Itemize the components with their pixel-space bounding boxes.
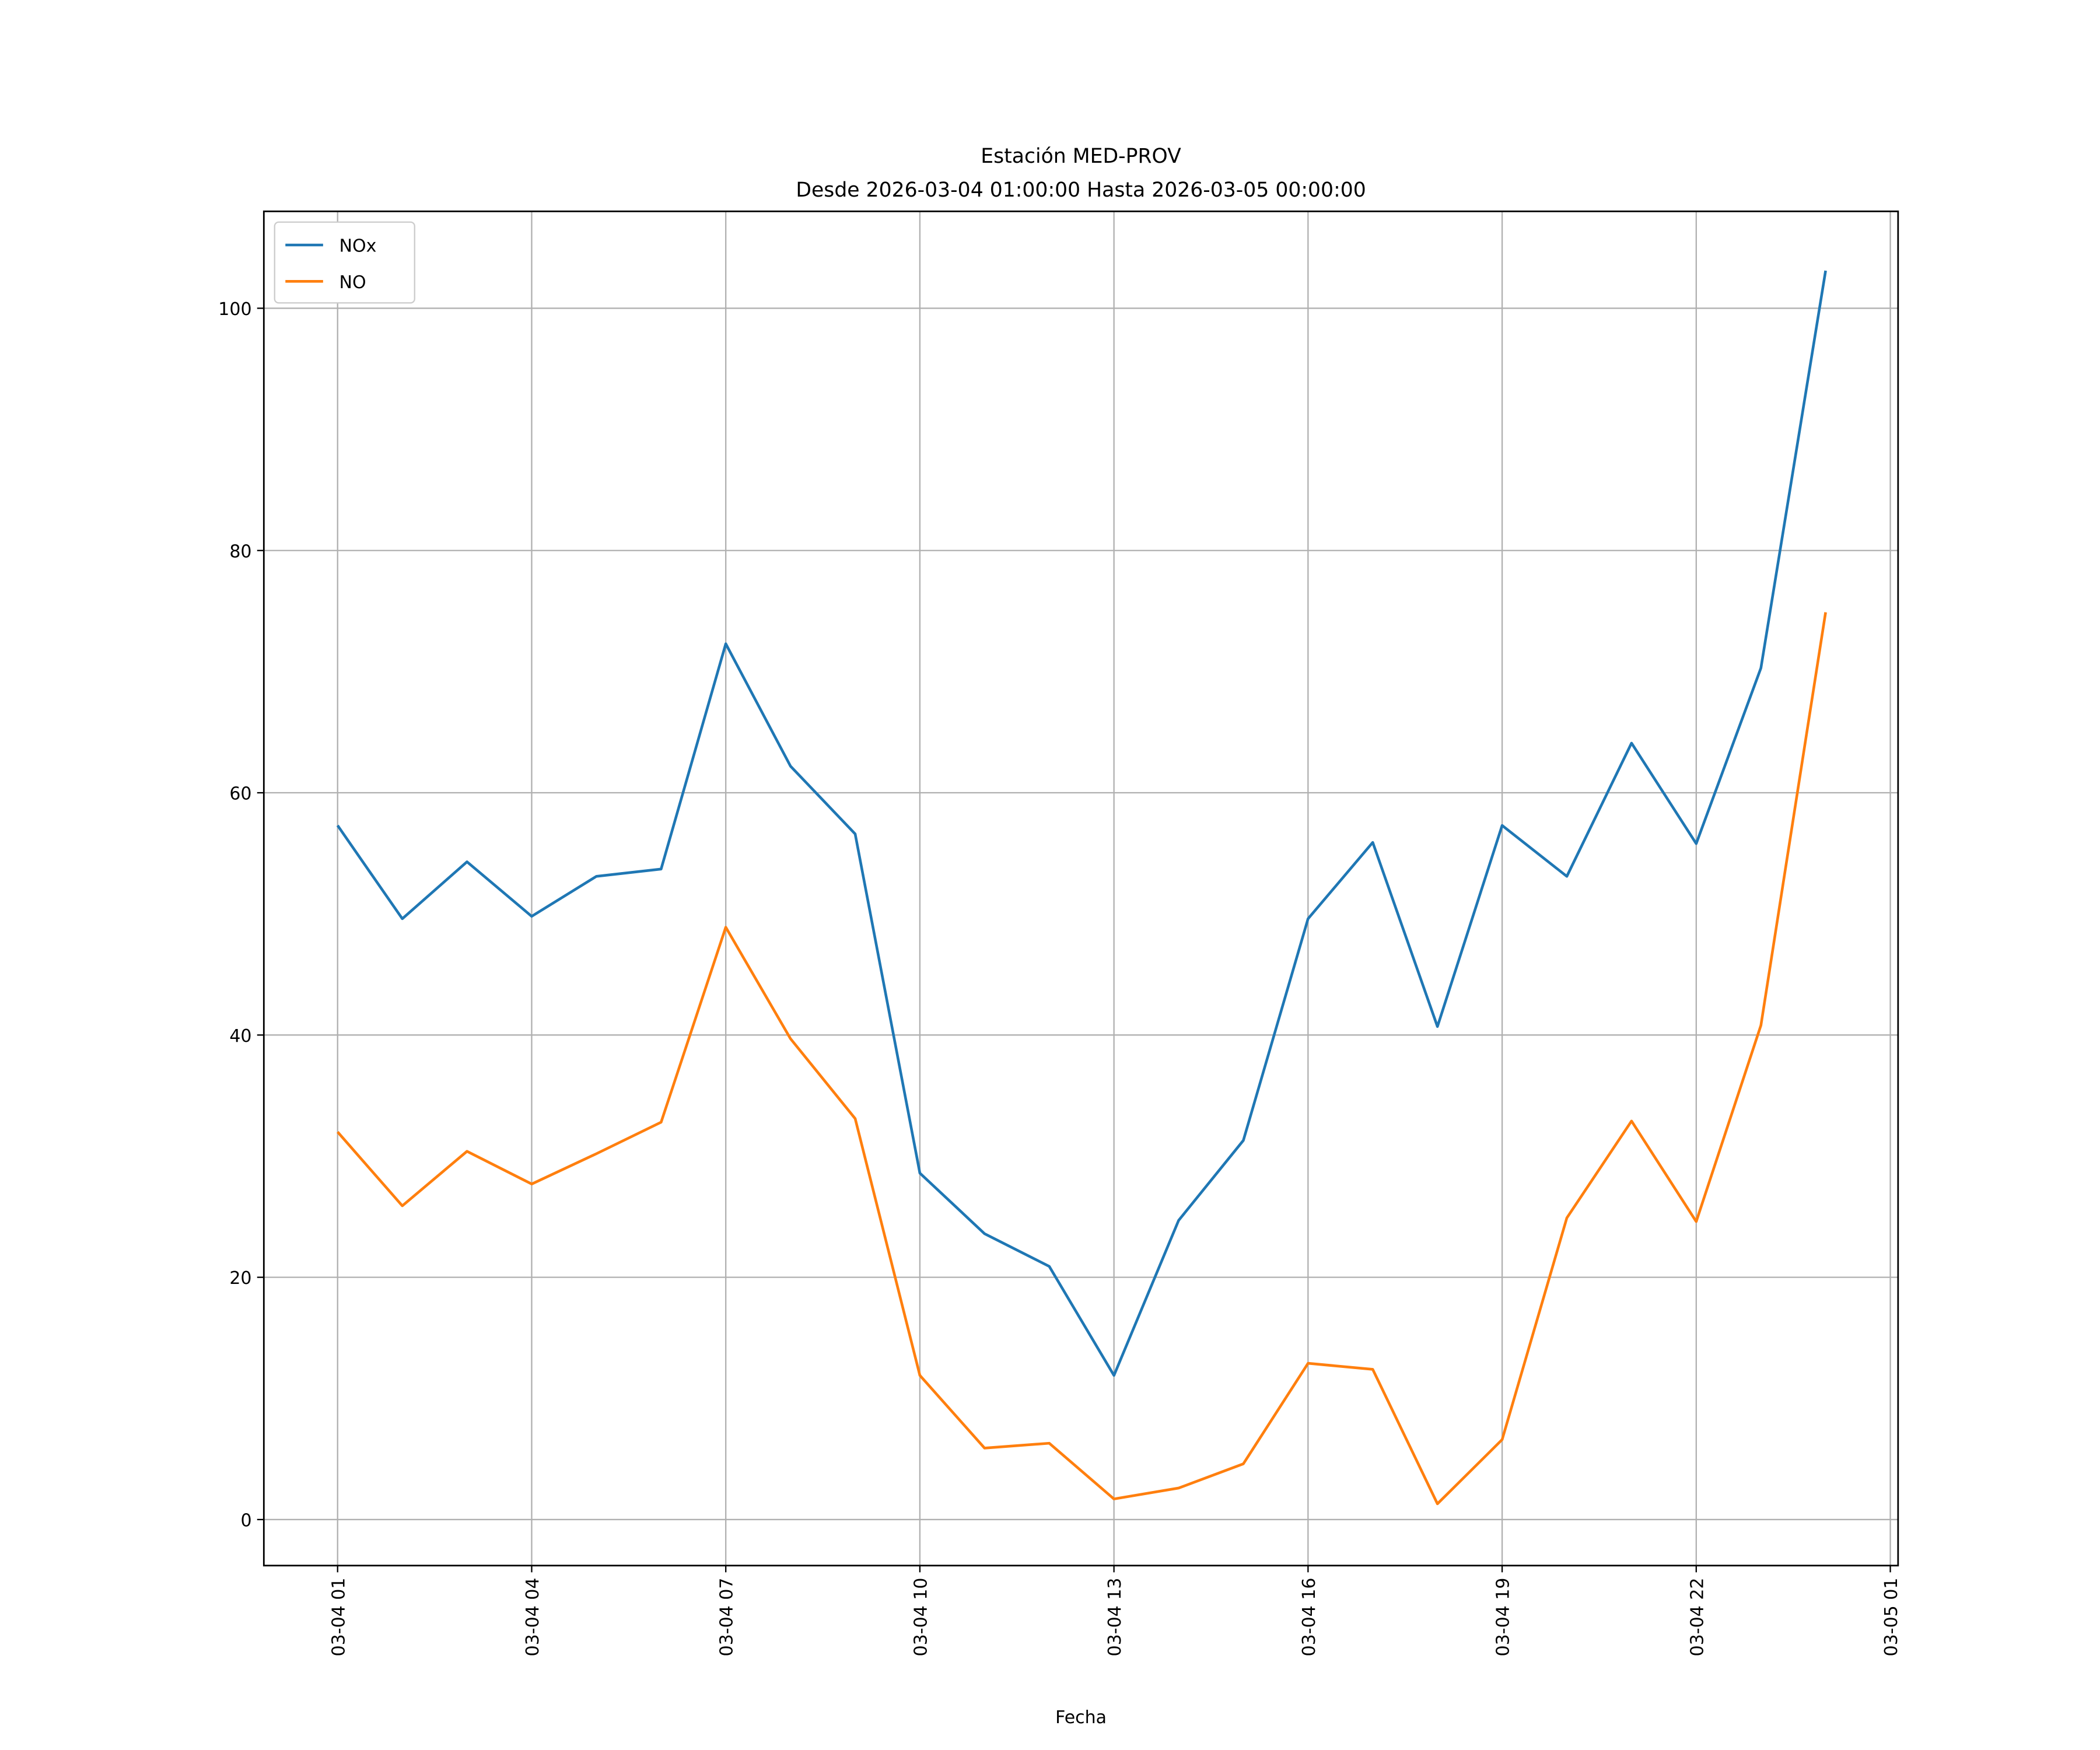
x-tick-label: 03-04 22 <box>1687 1578 1707 1657</box>
series-line-no <box>337 612 1827 1506</box>
x-tick-label: 03-04 19 <box>1493 1578 1514 1657</box>
x-tick-label: 03-04 10 <box>911 1578 931 1657</box>
x-tick-label: 03-04 07 <box>717 1578 737 1657</box>
x-tick-label: 03-04 01 <box>328 1578 349 1657</box>
y-tick-label: 80 <box>229 541 251 562</box>
y-tick-label: 0 <box>240 1510 251 1531</box>
y-tick-label: 20 <box>229 1268 251 1289</box>
plot-frame <box>262 210 1899 1567</box>
x-tick-label: 03-05 01 <box>1881 1578 1902 1657</box>
axis-ticks: 03-04 01 03-04 04 03-04 07 03-04 10 03-04 13… <box>218 299 1902 1657</box>
x-tick-label: 03-04 13 <box>1105 1578 1125 1657</box>
chart-subtitle: Desde 2026-03-04 01:00:00 Hasta 2026-03-… <box>796 178 1366 202</box>
legend: NOx NO <box>274 221 415 304</box>
chart-title: Estación MED-PROV <box>981 145 1181 168</box>
legend-label-nox: NOx <box>340 236 377 257</box>
y-tick-label: 100 <box>218 299 251 320</box>
series-line-nox <box>336 270 1827 1377</box>
series-lines <box>336 270 1827 1506</box>
legend-label-no: NO <box>340 272 366 293</box>
y-tick-label: 60 <box>229 784 251 804</box>
x-axis-label: Fecha <box>1055 1707 1107 1728</box>
y-tick-label: 40 <box>229 1026 251 1046</box>
grid <box>264 211 1898 1566</box>
x-tick-label: 03-04 16 <box>1299 1578 1320 1657</box>
x-tick-label: 03-04 04 <box>523 1578 543 1657</box>
